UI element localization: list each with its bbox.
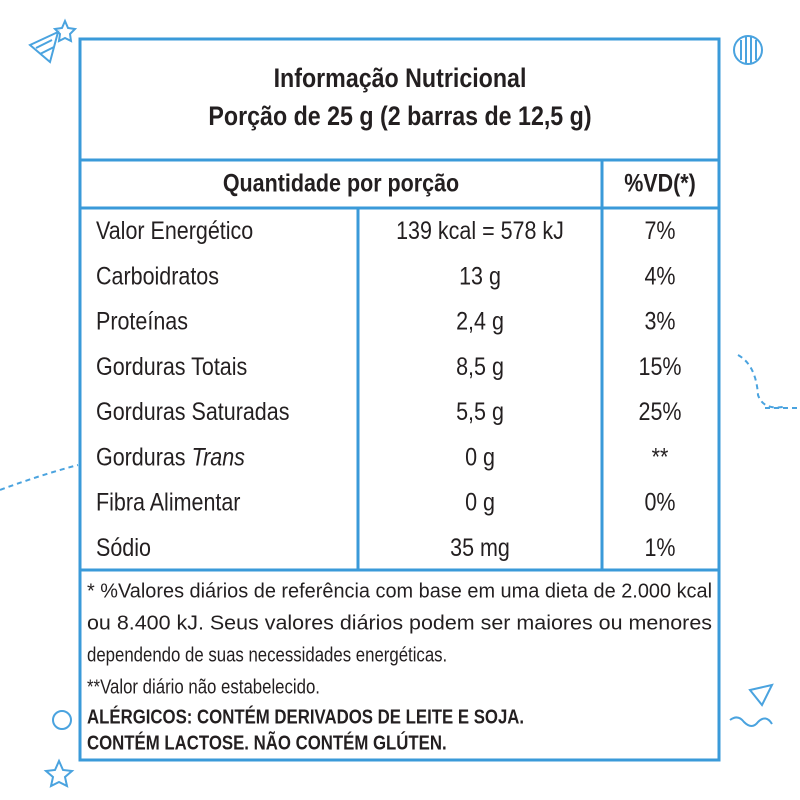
row-vd: 4%: [644, 262, 675, 290]
footnote: **Valor diário não estabelecido.: [87, 675, 320, 698]
footnote: ou 8.400 kJ. Seus valores diários podem …: [87, 612, 712, 634]
row-name: Proteínas: [96, 307, 188, 335]
decorations: [0, 18, 800, 788]
row-amount: 13 g: [459, 262, 501, 290]
row-vd: **: [652, 443, 669, 471]
row-vd: 0%: [644, 488, 675, 516]
row-amount: 5,5 g: [456, 398, 504, 426]
row-name: Sódio: [96, 533, 151, 561]
row-amount: 2,4 g: [456, 307, 504, 335]
row-amount: 0 g: [465, 488, 495, 516]
row-amount: 35 mg: [450, 533, 510, 561]
outer-border: [78, 37, 721, 762]
row-name: Fibra Alimentar: [96, 488, 241, 516]
column-header: Quantidade por porção: [223, 169, 459, 197]
row-name: Gorduras Saturadas: [96, 398, 289, 426]
row-amount: 0 g: [465, 443, 495, 471]
row-vd: 1%: [644, 533, 675, 561]
allergen-note: CONTÉM LACTOSE. NÃO CONTÉM GLÚTEN.: [87, 731, 447, 754]
row-name: Carboidratos: [96, 262, 219, 290]
footnote: dependendo de suas necessidades energéti…: [87, 643, 447, 666]
row-vd: 15%: [638, 352, 681, 380]
title: Informação Nutricional: [274, 64, 527, 94]
row-vd: 3%: [644, 307, 675, 335]
row-name-italic: Trans: [192, 443, 246, 471]
row-name: Gorduras Totais: [96, 352, 247, 380]
allergen-note: ALÉRGICOS: CONTÉM DERIVADOS DE LEITE E S…: [87, 705, 524, 728]
footnote: * %Valores diários de referência com bas…: [87, 580, 712, 602]
row-name: Gorduras Trans: [96, 443, 245, 471]
column-header: %VD(*): [624, 169, 696, 197]
row-amount: 8,5 g: [456, 352, 504, 380]
row-vd: 25%: [638, 398, 681, 426]
row-name: Valor Energético: [96, 217, 253, 245]
row-amount: 139 kcal = 578 kJ: [396, 217, 564, 245]
subtitle: Porção de 25 g (2 barras de 12,5 g): [208, 102, 591, 132]
table-frame: [78, 37, 721, 762]
row-vd: 7%: [644, 217, 675, 245]
